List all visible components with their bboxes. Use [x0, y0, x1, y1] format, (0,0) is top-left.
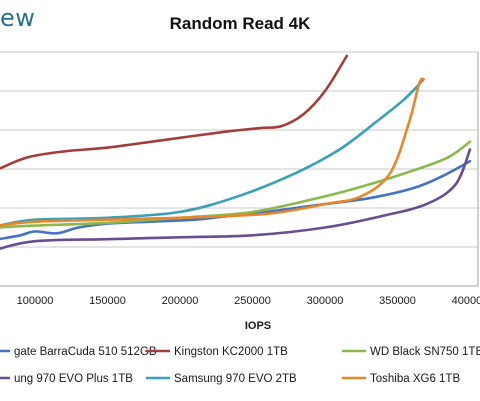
legend-label-3: WD Black SN750 1TB — [370, 346, 480, 358]
x-axis-label: IOPS — [245, 320, 271, 332]
x-tick-labels: 100000 150000 200000 250000 300000 350000 4000… — [17, 295, 480, 307]
legend-item-1: gate BarraCuda 510 512GB — [0, 346, 157, 358]
series-line-5 — [0, 78, 425, 227]
x-tick-label-250000: 250000 — [234, 295, 271, 307]
legend-item-3: WD Black SN750 1TB — [342, 346, 480, 358]
x-tick-label-150000: 150000 — [89, 295, 126, 307]
series-lines — [0, 54, 472, 250]
x-tick-label-350000: 350000 — [379, 295, 416, 307]
x-tick-label-300000: 300000 — [307, 295, 344, 307]
legend: gate BarraCuda 510 512GB Kingston KC2000 … — [0, 346, 480, 385]
gridlines — [0, 51, 479, 287]
legend-label-1: gate BarraCuda 510 512GB — [14, 346, 157, 358]
legend-item-5: Samsung 970 EVO 2TB — [146, 373, 297, 385]
x-tick-label-100000: 100000 — [17, 295, 54, 307]
legend-label-5: Samsung 970 EVO 2TB — [174, 373, 297, 385]
x-tick-label-200000: 200000 — [162, 295, 199, 307]
legend-item-6: Toshiba XG6 1TB — [342, 373, 460, 385]
legend-label-4: ung 970 EVO Plus 1TB — [14, 373, 133, 385]
legend-item-4: ung 970 EVO Plus 1TB — [0, 373, 133, 385]
series-line-1 — [0, 159, 472, 241]
series-line-3 — [0, 140, 472, 229]
series-line-4 — [0, 148, 472, 250]
series-line-2 — [0, 54, 349, 170]
brand-logo-text: ew — [0, 4, 36, 32]
x-tick-label-400000: 400000 — [452, 295, 480, 307]
legend-label-2: Kingston KC2000 1TB — [174, 346, 288, 358]
chart-title: Random Read 4K — [169, 14, 311, 33]
series-line-6 — [0, 77, 425, 227]
legend-item-2: Kingston KC2000 1TB — [146, 346, 288, 358]
legend-label-6: Toshiba XG6 1TB — [370, 373, 460, 385]
